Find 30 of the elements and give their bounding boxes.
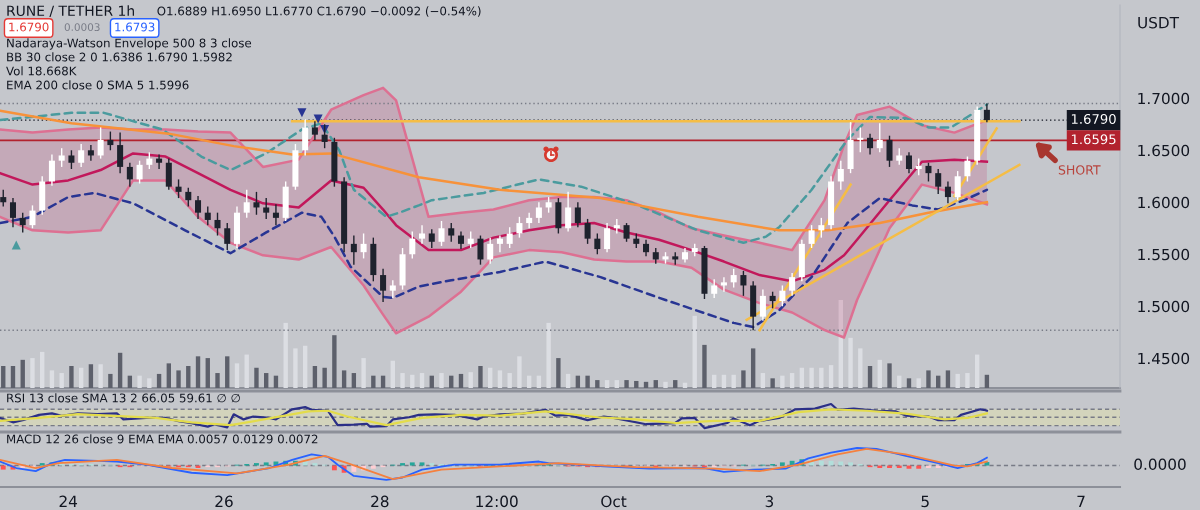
x-tick-label: 5 [921,495,929,508]
y-tick-label: 1.6000 [1138,196,1190,209]
y-axis-title: USDT [1138,16,1180,29]
annotation: Vol 18.668K [6,66,77,76]
y-tick-label: 1.7000 [1138,92,1190,105]
annotation: 1.6790 [9,22,49,32]
y-tick-label: 1.4500 [1138,352,1190,365]
annotation: 0.0003 [64,23,100,32]
text: RSI 13 close SMA 13 2 66.05 59.61 ∅ ∅ [7,393,240,403]
x-tick-label: 12:00 [476,495,518,508]
annotation: Nadaraya-Watson Envelope 500 8 3 close [7,38,252,50]
ref-line-label: 1.6595 [1071,134,1116,145]
annotation: 1.6793 [115,22,155,32]
annotation: BB 30 close 2 0 1.6386 1.6790 1.5982 [7,52,232,62]
ref-line-label: 1.6790 [1071,113,1116,124]
y-tick-label: 1.5500 [1138,248,1190,261]
chart-title: RUNE / TETHER 1h [7,5,134,18]
x-tick-label: 7 [1077,495,1085,507]
x-tick-label: 24 [59,495,78,507]
text: MACD 12 26 close 9 EMA EMA 0.0057 0.0129 0.0072 [7,434,318,444]
y-tick-label: 1.5000 [1138,300,1190,313]
annotation: EMA 200 close 0 SMA 5 1.5996 [7,80,189,90]
chart-subtitle: O1.6889 H1.6950 L1.6770 C1.6790 −0.0092 (−0.54%) [157,6,481,17]
x-tick-label: 3 [765,495,774,508]
ref-line-label: 0.0000 [1134,458,1186,470]
x-tick-label: Oct [601,495,627,508]
y-tick-label: 1.6500 [1138,144,1190,157]
x-tick-label: 26 [215,495,233,508]
annotation: SHORT [1058,165,1101,175]
x-tick-label: 28 [371,495,389,508]
